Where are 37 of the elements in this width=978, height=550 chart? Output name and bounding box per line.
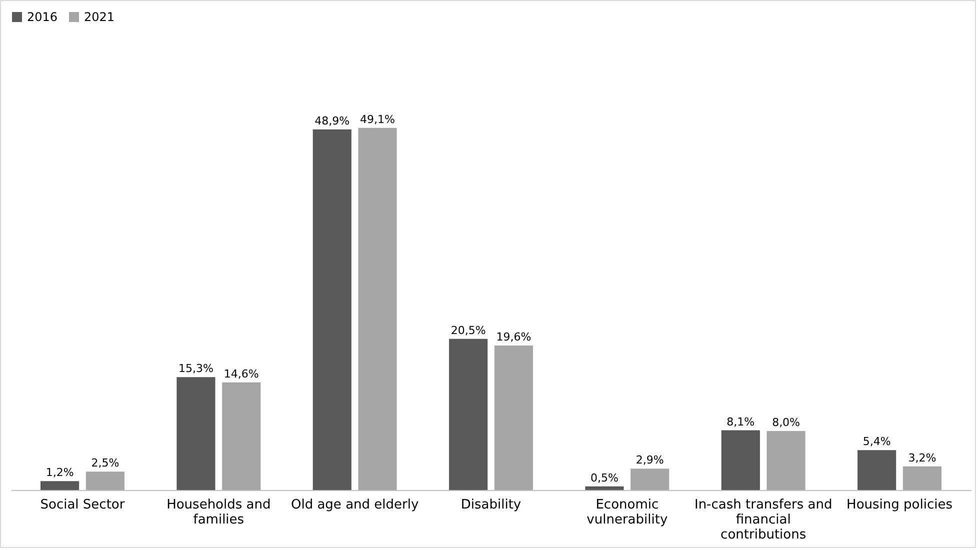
bar (585, 486, 624, 490)
bar (40, 481, 80, 490)
bar (721, 430, 760, 490)
data-label: 2,5% (91, 456, 120, 470)
data-label: 19,6% (496, 330, 532, 344)
legend-label: 2016 (27, 10, 58, 24)
data-label: 3,2% (908, 451, 936, 464)
bar (494, 345, 533, 490)
data-label: 15,3% (178, 362, 214, 376)
data-label: 0,5% (590, 471, 618, 484)
x-tick-label: Disability (460, 498, 522, 512)
bar (449, 338, 488, 490)
x-tick-label: Households and families (166, 498, 271, 528)
x-tick-label: Housing policies (846, 498, 953, 512)
data-label: 14,6% (224, 367, 259, 380)
data-label: 20,5% (450, 324, 486, 337)
bar (358, 128, 397, 490)
legend-label: 2021 (84, 10, 115, 24)
bar (176, 377, 216, 490)
bar (222, 382, 261, 490)
data-label: 8,1% (726, 415, 755, 428)
data-label: 49,1% (360, 112, 395, 126)
data-label: 2,9% (636, 454, 664, 467)
data-label: 8,0% (772, 416, 800, 430)
bar (902, 466, 942, 490)
data-label: 48,9% (314, 114, 350, 128)
bar (858, 450, 896, 490)
bar (766, 431, 806, 490)
data-label: 1,2% (46, 466, 74, 480)
x-tick-label: Old age and elderly (290, 498, 419, 512)
bar (312, 129, 352, 490)
x-tick-label: Economic vulnerability (586, 498, 668, 528)
bar (630, 468, 670, 490)
x-tick-label: Social Sector (40, 498, 126, 512)
bar (86, 472, 124, 490)
data-label: 5,4% (862, 435, 891, 448)
x-tick-label: In-cash transfers and financial contributions (694, 498, 832, 542)
